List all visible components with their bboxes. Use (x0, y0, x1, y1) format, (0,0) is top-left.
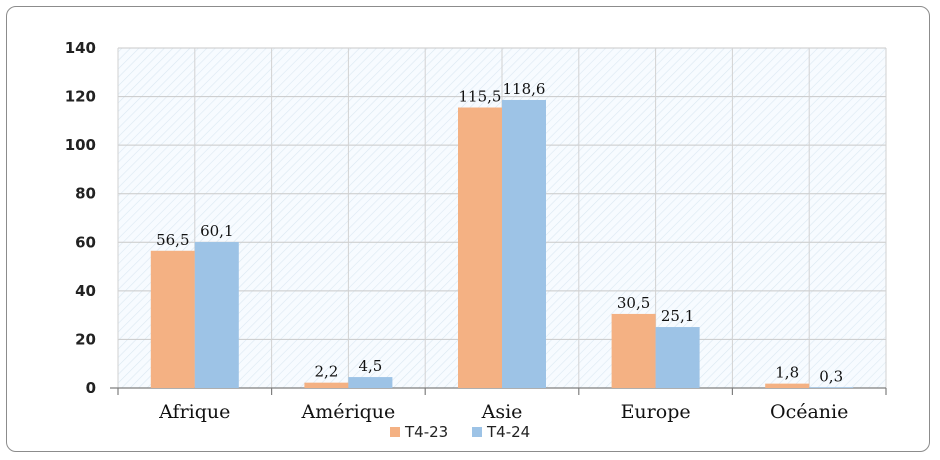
y-tick-label: 0 (86, 379, 96, 397)
data-label: 1,8 (775, 364, 799, 382)
category-label: Afrique (158, 401, 230, 423)
data-label: 30,5 (617, 294, 650, 312)
legend-label: T4-24 (486, 423, 530, 441)
legend-swatch (472, 427, 482, 437)
category-label: Amérique (301, 401, 396, 423)
bar-t4-23-2 (458, 107, 502, 388)
data-label: 2,2 (314, 363, 338, 381)
legend-label: T4-23 (404, 423, 448, 441)
bar-t4-24-1 (348, 377, 393, 388)
data-label: 25,1 (661, 307, 694, 325)
category-label: Europe (621, 401, 691, 423)
bar-t4-24-4 (809, 387, 854, 388)
legend-swatch (390, 427, 400, 437)
bar-t4-24-3 (655, 327, 700, 388)
bar-t4-23-0 (150, 250, 195, 388)
y-tick-label: 40 (75, 282, 96, 300)
category-label: Asie (481, 401, 523, 423)
y-tick-label: 100 (65, 136, 96, 154)
bar-t4-23-4 (765, 383, 810, 388)
bar-t4-24-2 (502, 99, 546, 388)
data-label: 4,5 (358, 357, 382, 375)
bar-t4-24-0 (194, 242, 239, 388)
y-tick-label: 140 (65, 39, 96, 57)
data-label: 115,5 (459, 88, 502, 106)
data-label: 56,5 (156, 231, 189, 249)
data-label: 60,1 (200, 222, 233, 240)
y-tick-label: 120 (65, 88, 96, 106)
data-label: 0,3 (819, 367, 843, 385)
bar-t4-23-1 (304, 382, 349, 388)
data-label: 118,6 (503, 80, 546, 98)
category-label: Océanie (770, 401, 848, 423)
y-tick-label: 80 (75, 185, 96, 203)
y-tick-label: 20 (75, 330, 96, 348)
bar-t4-23-3 (611, 313, 656, 388)
y-tick-label: 60 (75, 233, 96, 251)
